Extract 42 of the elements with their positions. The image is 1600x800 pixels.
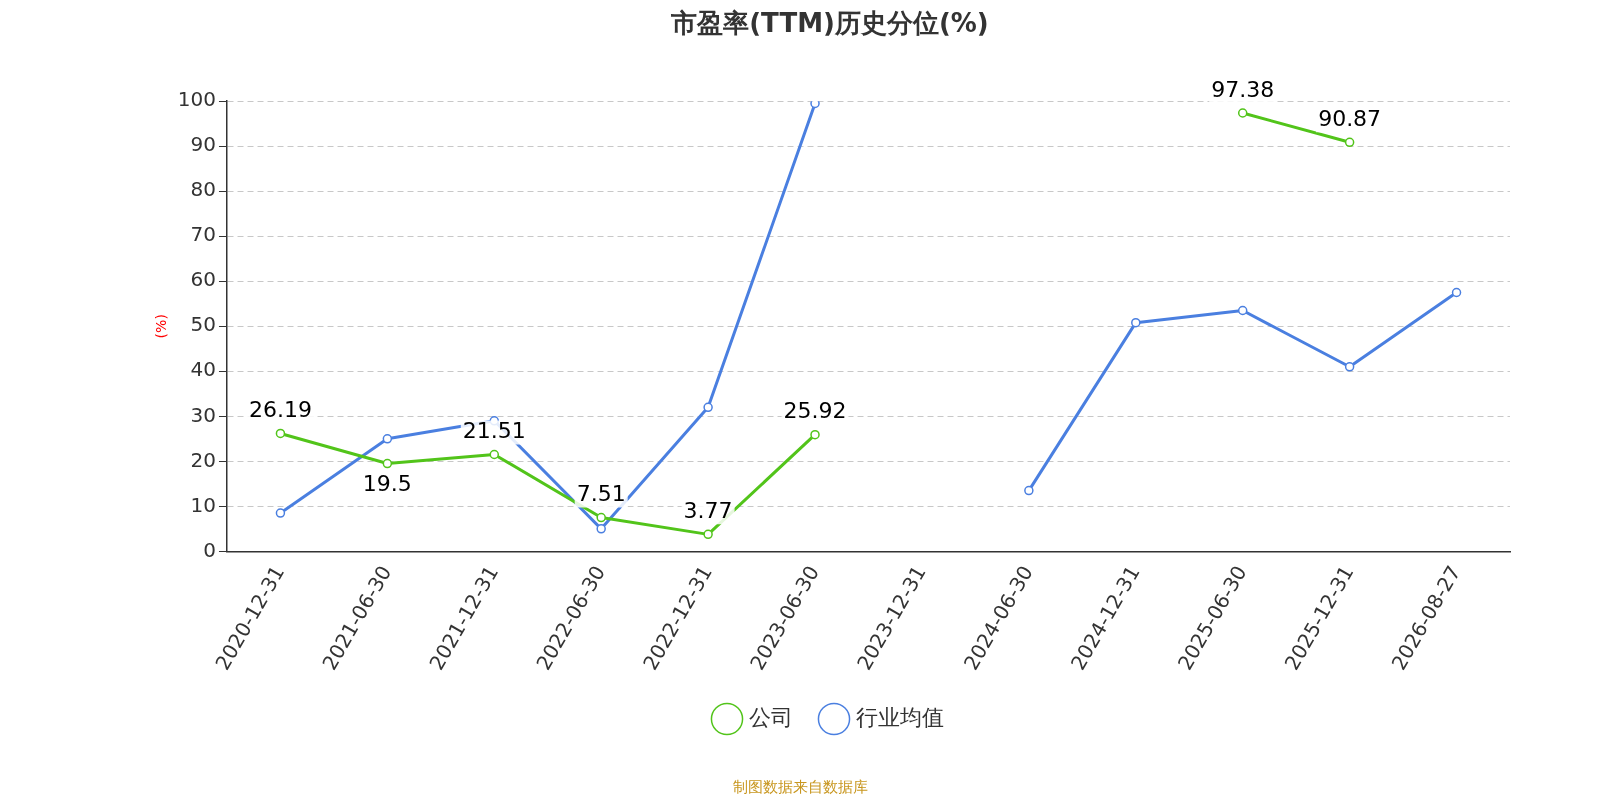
legend-label: 公司 (749, 704, 793, 730)
data-label: 97.38 (1211, 76, 1275, 102)
point (1131, 317, 1141, 328)
y-tick-label: 0 (203, 537, 216, 562)
point (1344, 137, 1355, 148)
y-tick-label: 60 (190, 267, 216, 292)
point (810, 429, 820, 440)
y-tick-label: 100 (177, 87, 216, 112)
point (382, 434, 393, 444)
point (703, 402, 713, 413)
y-tick-label: 90 (190, 132, 216, 157)
data-label: 3.77 (683, 498, 733, 524)
point (703, 529, 713, 540)
point (1344, 362, 1355, 372)
data-label: 19.5 (362, 471, 412, 497)
point (382, 458, 393, 469)
data-label: 25.92 (783, 398, 847, 424)
point (275, 428, 286, 439)
y-tick-label: 40 (190, 357, 216, 382)
data-label: 21.51 (462, 418, 526, 444)
point (489, 449, 500, 460)
chart-title: 市盈率(TTM)历史分位(%) (670, 8, 989, 39)
point (275, 508, 286, 518)
point (596, 524, 606, 534)
point (1237, 305, 1248, 316)
data-label: 90.87 (1318, 106, 1382, 132)
y-tick-label: 10 (190, 492, 216, 517)
point (1024, 485, 1034, 496)
data-label: 7.51 (576, 481, 626, 507)
point (596, 512, 606, 523)
y-tick-label: 50 (190, 312, 216, 337)
point (810, 101, 820, 109)
y-tick-label: 70 (190, 222, 216, 247)
y-tick-label: 30 (190, 402, 216, 427)
y-tick-label: 20 (190, 447, 216, 472)
legend-label: 行业均值 (856, 704, 944, 730)
data-label: 26.19 (248, 397, 312, 423)
point (1451, 287, 1462, 298)
y-tick-label: 80 (190, 177, 216, 202)
text: 制图数据来自数据库 (731, 778, 869, 797)
y-axis-title: (%) (153, 314, 170, 339)
point (1237, 108, 1248, 118)
